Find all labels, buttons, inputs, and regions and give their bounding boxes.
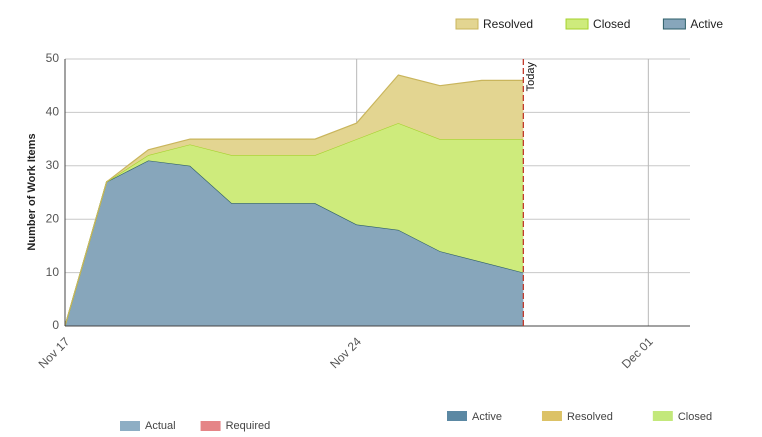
legend-swatch <box>541 411 562 421</box>
legend-swatch <box>200 421 221 431</box>
legend-label: Closed <box>593 17 630 31</box>
legend-label: Actual <box>145 420 176 432</box>
x-tick-label: Nov 24 <box>327 334 364 371</box>
legend-swatch <box>120 421 140 431</box>
x-tick-label: Nov 17 <box>36 334 73 371</box>
y-tick-label: 40 <box>46 105 60 119</box>
legend-swatch <box>662 18 686 30</box>
area-line <box>64 74 524 327</box>
area <box>65 75 524 327</box>
legend-label: Required <box>226 420 271 432</box>
legend-label: Resolved <box>567 411 613 423</box>
y-tick-label: 20 <box>46 211 60 225</box>
legend-label: Resolved <box>483 17 533 31</box>
legend-swatch <box>447 411 467 421</box>
y-tick-label: 10 <box>46 265 60 279</box>
area <box>65 123 524 326</box>
legend-label: Active <box>690 17 723 31</box>
y-tick-label: 50 <box>46 51 60 65</box>
x-tick-label: Dec 01 <box>619 334 656 371</box>
legend-label: Active <box>472 411 502 423</box>
legend-swatch <box>565 18 589 30</box>
legend-swatch <box>652 411 673 421</box>
y-axis-label: Number of Work Items <box>26 133 38 250</box>
y-tick-label: 30 <box>46 158 60 172</box>
legend-label: Closed <box>678 411 712 423</box>
legend-swatch <box>455 18 479 30</box>
today-label: Today <box>525 62 537 92</box>
y-tick-label: 0 <box>52 318 59 332</box>
area <box>65 160 524 326</box>
